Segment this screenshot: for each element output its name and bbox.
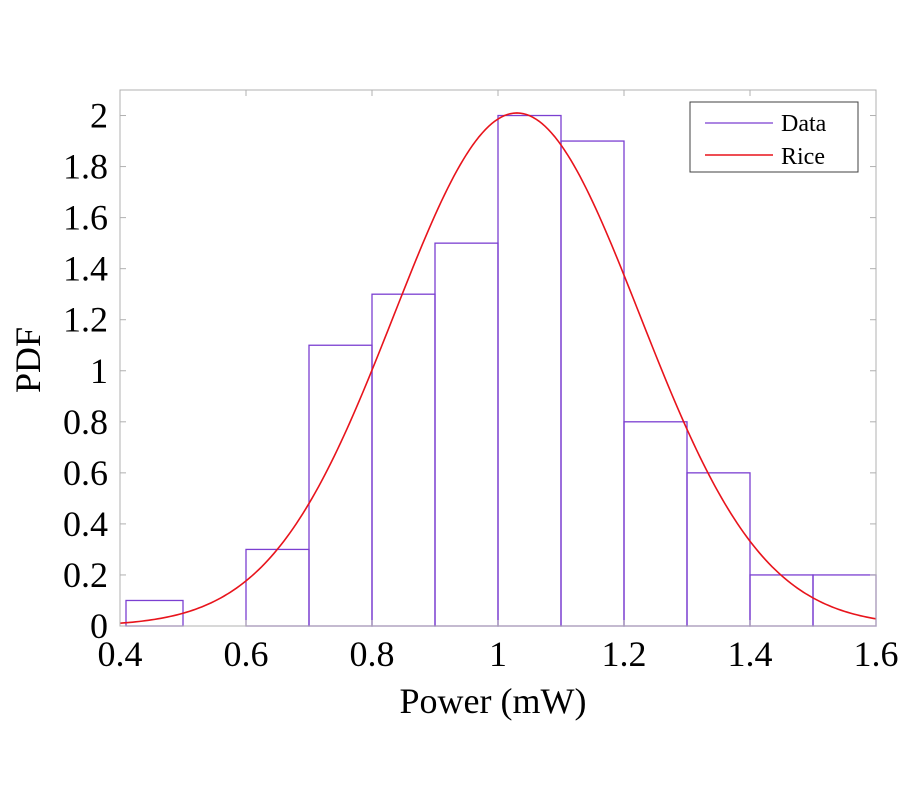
y-tick-label-8: 1.6 [63,198,108,238]
legend-label-rice: Rice [781,144,825,170]
y-tick-label-7: 1.4 [63,249,108,289]
x-tick-label-3: 1 [489,634,507,674]
y-tick-label-0: 0 [90,606,108,646]
y-tick-label-4: 0.8 [63,402,108,442]
y-tick-label-1: 0.2 [63,555,108,595]
axis-ticks: 0.4 0.6 0.8 1 1.2 1.4 1.6 0 0.2 0.4 0.6 0.8 1 1.2 1.4 1… [63,90,899,674]
legend: Data Rice [689,101,859,173]
y-tick-label-6: 1.2 [63,300,108,340]
legend-label-data: Data [781,111,827,137]
y-axis-label: PDF [8,327,48,393]
x-tick-label-0: 0.4 [98,634,143,674]
x-axis-label: Power (mW) [400,681,587,721]
x-tick-label-6: 1.6 [854,634,899,674]
y-tick-label-2: 0.4 [63,504,108,544]
y-tick-label-10: 2 [90,96,108,136]
y-tick-label-3: 0.6 [63,453,108,493]
legend-box [689,101,859,173]
y-tick-label-5: 1 [90,351,108,391]
rice-fit-curve [119,112,877,625]
y-tick-label-9: 1.8 [63,147,108,187]
x-tick-label-2: 0.8 [350,634,395,674]
x-tick-label-4: 1.2 [602,634,647,674]
x-tick-label-1: 0.6 [224,634,269,674]
x-tick-label-5: 1.4 [728,634,773,674]
